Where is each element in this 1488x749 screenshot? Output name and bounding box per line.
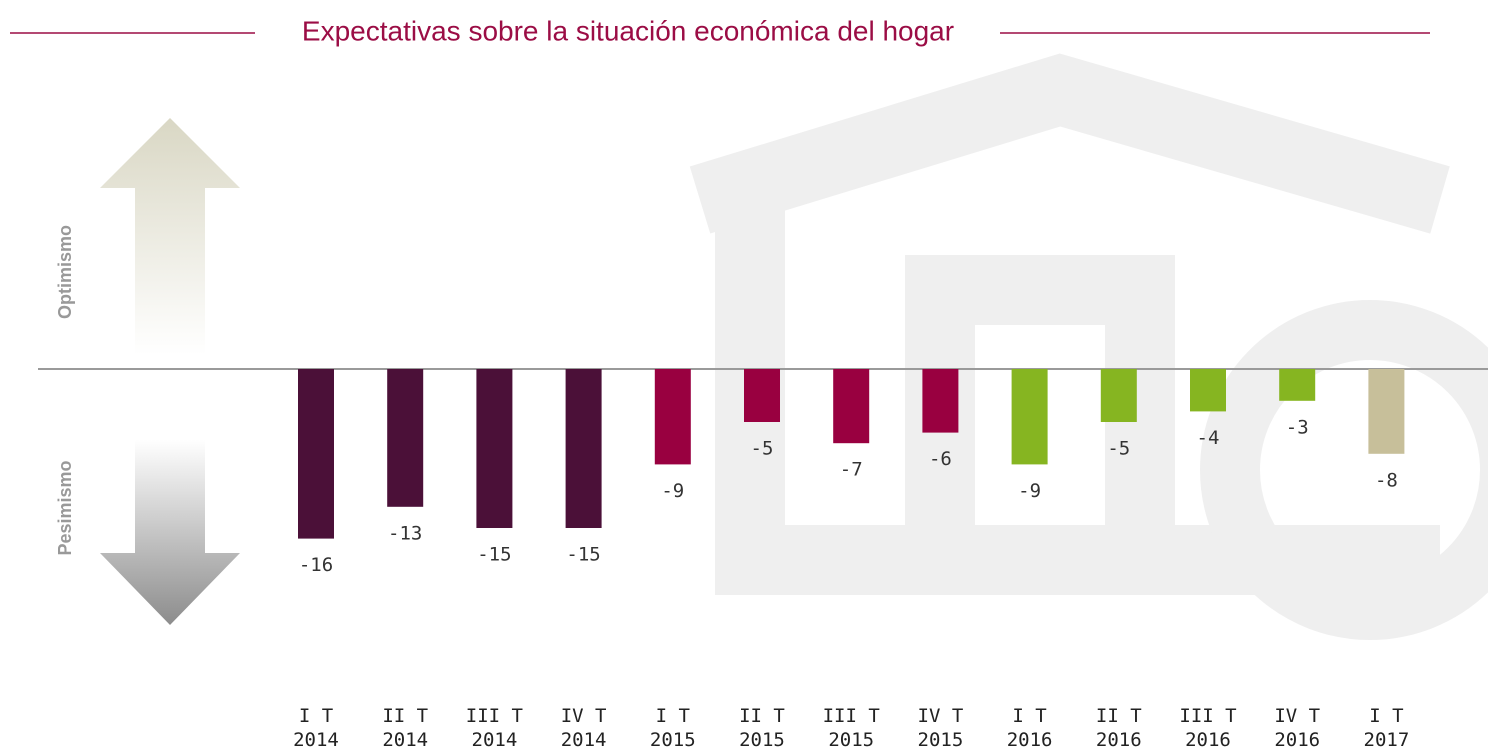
value-label: -4 xyxy=(1197,427,1220,449)
bar xyxy=(654,369,691,465)
x-tick-label: II T 2015 xyxy=(739,705,785,749)
bar xyxy=(298,369,334,539)
chart-title: Expectativas sobre la situación económic… xyxy=(302,15,954,46)
x-tick-label: III T 2015 xyxy=(823,705,880,749)
annotation: Pesimismo xyxy=(55,460,75,555)
x-tick-label: IV T 2016 xyxy=(1274,705,1320,749)
x-tick-label: IV T 2015 xyxy=(918,705,964,749)
x-tick-label: III T 2016 xyxy=(1179,705,1236,749)
x-tick-label: I T 2017 xyxy=(1364,705,1410,749)
x-tick-label: IV T 2014 xyxy=(561,705,607,749)
bar xyxy=(476,369,513,528)
bar xyxy=(1100,369,1137,422)
value-label: -7 xyxy=(840,459,863,481)
value-label: -5 xyxy=(751,438,774,460)
x-tick-label: II T 2016 xyxy=(1096,705,1142,749)
annotation: Optimismo xyxy=(55,225,75,319)
bar xyxy=(1279,369,1316,401)
x-tick-label: I T 2015 xyxy=(650,705,696,749)
value-label: -9 xyxy=(661,480,684,502)
value-label: -13 xyxy=(388,522,422,544)
x-tick-label: I T 2014 xyxy=(293,705,339,749)
bar xyxy=(565,369,602,528)
value-label: -16 xyxy=(299,554,333,576)
value-label: -5 xyxy=(1107,438,1130,460)
x-tick-label: III T 2014 xyxy=(466,705,523,749)
bar xyxy=(922,369,959,433)
x-tick-label: II T 2014 xyxy=(382,705,428,749)
value-label: -15 xyxy=(477,544,511,566)
bar xyxy=(1368,369,1405,454)
value-label: -8 xyxy=(1375,469,1398,491)
bar xyxy=(1190,369,1226,412)
house-background xyxy=(689,53,1488,640)
x-tick-label: I T 2016 xyxy=(1007,705,1053,749)
bar xyxy=(744,369,780,422)
bar xyxy=(833,369,870,444)
bar xyxy=(1011,369,1048,465)
optimism-arrow xyxy=(100,118,240,355)
value-label: -9 xyxy=(1018,480,1041,502)
pessimism-arrow xyxy=(100,440,240,625)
bar xyxy=(387,369,424,507)
value-label: -15 xyxy=(566,544,600,566)
value-label: -3 xyxy=(1286,416,1309,438)
value-label: -6 xyxy=(929,448,952,470)
